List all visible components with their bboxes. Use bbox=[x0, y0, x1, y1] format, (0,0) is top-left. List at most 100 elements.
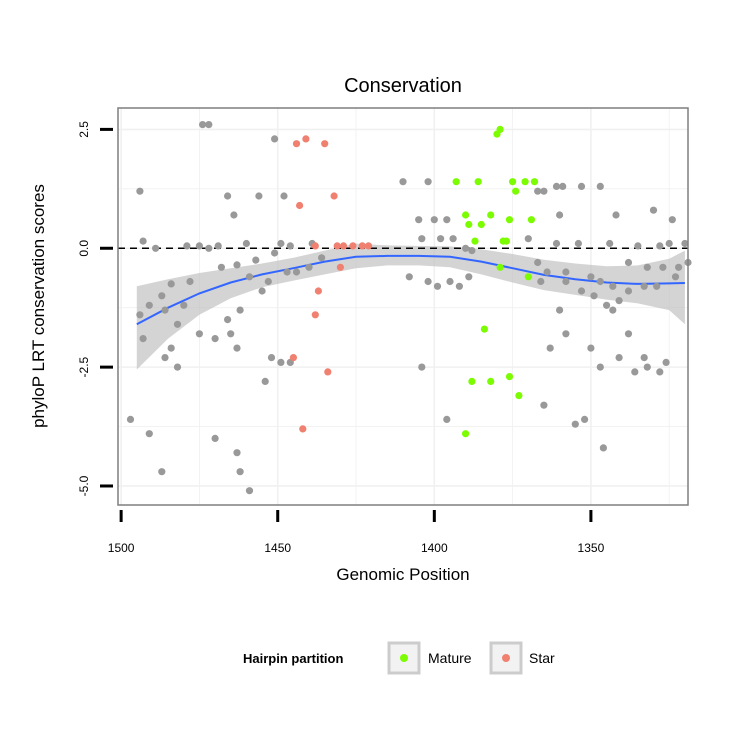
smooth-trend-line bbox=[136, 254, 685, 326]
point-other bbox=[152, 244, 160, 252]
point-other bbox=[399, 178, 407, 186]
point-star bbox=[289, 354, 297, 362]
point-other bbox=[562, 277, 570, 286]
point-mature bbox=[465, 220, 473, 229]
point-other bbox=[283, 268, 291, 276]
point-other bbox=[571, 420, 579, 428]
point-other bbox=[415, 216, 423, 224]
point-other bbox=[556, 306, 564, 314]
point-other bbox=[245, 487, 254, 495]
point-other bbox=[581, 415, 589, 423]
point-other bbox=[292, 268, 301, 276]
point-star bbox=[311, 311, 319, 319]
legend: Hairpin partition Mature Star bbox=[243, 641, 555, 675]
point-other bbox=[662, 358, 670, 366]
point-other bbox=[562, 268, 570, 276]
point-other bbox=[271, 249, 279, 257]
point-other bbox=[596, 363, 604, 371]
point-mature bbox=[480, 325, 488, 333]
point-mature bbox=[477, 220, 485, 229]
point-mature bbox=[521, 178, 529, 186]
smooth-line bbox=[136, 254, 685, 326]
point-star bbox=[314, 287, 322, 295]
point-other bbox=[599, 444, 608, 452]
point-other bbox=[681, 239, 689, 248]
point-star bbox=[339, 242, 348, 250]
point-other bbox=[167, 280, 175, 288]
point-other bbox=[211, 434, 219, 442]
point-other bbox=[609, 306, 617, 314]
point-other bbox=[224, 316, 232, 324]
x-axis: 1500 1450 1400 1350 bbox=[108, 510, 605, 555]
point-mature bbox=[524, 273, 532, 281]
point-other bbox=[173, 363, 182, 371]
y-tick-label: 0.0 bbox=[77, 240, 91, 257]
y-tick-label: -2.5 bbox=[77, 356, 91, 377]
point-star bbox=[311, 242, 319, 250]
point-other bbox=[161, 306, 169, 314]
legend-label-star: Star bbox=[529, 650, 555, 666]
point-other bbox=[643, 263, 651, 271]
point-mature bbox=[508, 178, 517, 186]
point-other bbox=[624, 258, 633, 267]
point-mature bbox=[505, 373, 514, 381]
point-other bbox=[305, 263, 313, 271]
point-other bbox=[446, 277, 454, 286]
point-other bbox=[195, 330, 203, 338]
point-other bbox=[205, 121, 213, 129]
panel-border bbox=[117, 107, 689, 506]
point-mature bbox=[512, 187, 520, 195]
point-other bbox=[145, 430, 153, 438]
point-other bbox=[280, 192, 288, 200]
point-other bbox=[590, 292, 598, 300]
point-mature bbox=[502, 237, 510, 245]
point-other bbox=[277, 239, 285, 248]
point-mature bbox=[474, 178, 482, 186]
point-other bbox=[405, 273, 413, 281]
point-other bbox=[418, 363, 426, 371]
point-mature bbox=[527, 216, 536, 224]
y-axis-label: phyloP LRT conservation scores bbox=[29, 184, 48, 428]
point-other bbox=[183, 242, 191, 250]
point-other bbox=[424, 178, 432, 186]
point-other bbox=[245, 273, 254, 281]
point-other bbox=[173, 320, 182, 328]
point-other bbox=[286, 242, 294, 250]
point-other bbox=[615, 354, 623, 362]
point-other bbox=[267, 354, 276, 362]
point-other bbox=[643, 363, 651, 371]
point-other bbox=[161, 354, 169, 362]
point-other bbox=[233, 344, 241, 352]
x-tick-label: 1500 bbox=[108, 541, 135, 555]
point-other bbox=[136, 311, 144, 319]
point-other bbox=[139, 335, 147, 343]
point-other bbox=[424, 277, 432, 286]
legend-swatch-star bbox=[502, 654, 510, 662]
point-star bbox=[296, 201, 304, 210]
point-other bbox=[524, 235, 532, 243]
point-other bbox=[556, 211, 564, 219]
point-star bbox=[330, 192, 338, 200]
chart-title: Conservation bbox=[344, 75, 462, 97]
point-other bbox=[671, 273, 680, 281]
point-other bbox=[227, 330, 235, 338]
point-other bbox=[195, 242, 203, 250]
point-mature bbox=[496, 125, 504, 133]
point-other bbox=[167, 344, 175, 352]
point-other bbox=[180, 301, 188, 309]
point-other bbox=[145, 301, 153, 309]
point-other bbox=[433, 282, 442, 290]
point-other bbox=[224, 192, 232, 200]
point-other bbox=[158, 292, 166, 300]
point-other bbox=[574, 239, 583, 248]
point-mature bbox=[462, 211, 470, 219]
point-other bbox=[577, 182, 586, 190]
point-other bbox=[559, 182, 567, 190]
point-other bbox=[136, 187, 144, 195]
point-other bbox=[233, 261, 241, 269]
point-other bbox=[258, 287, 266, 295]
x-tick-label: 1450 bbox=[264, 541, 291, 555]
point-mature bbox=[452, 178, 460, 186]
point-other bbox=[624, 287, 633, 295]
point-other bbox=[236, 468, 244, 476]
